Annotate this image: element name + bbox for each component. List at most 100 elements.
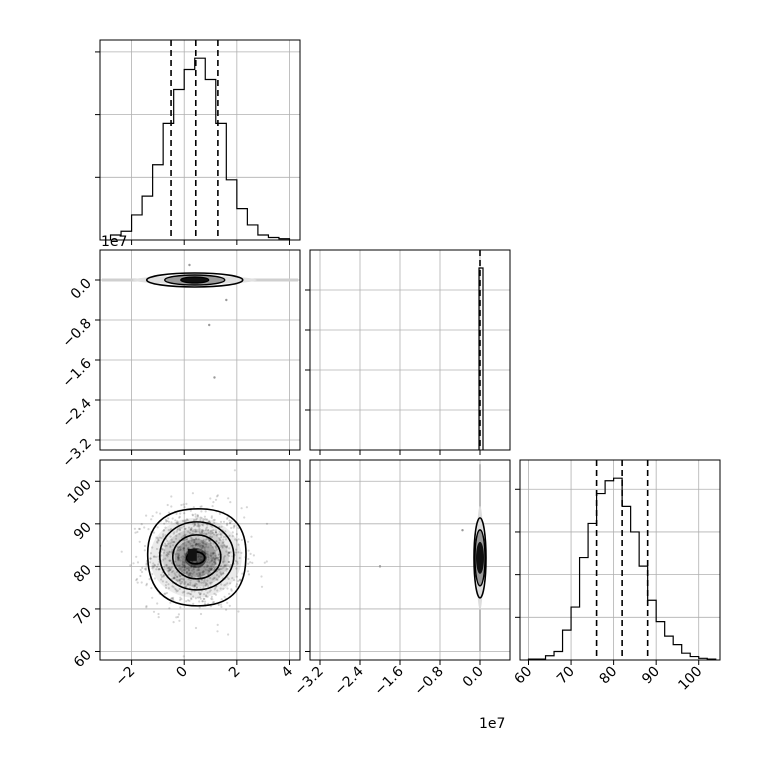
- density-peak: [187, 548, 197, 561]
- sample-point: [228, 551, 231, 554]
- sample-point: [179, 548, 182, 551]
- sample-point: [265, 560, 268, 563]
- sample-point: [204, 543, 207, 546]
- sample-point: [170, 505, 173, 508]
- sample-point: [232, 526, 235, 529]
- sample-point: [233, 469, 236, 472]
- contour: [145, 272, 244, 288]
- sample-point: [191, 537, 194, 540]
- sample-point: [216, 630, 219, 633]
- sample-point: [199, 597, 202, 600]
- sample-point: [196, 544, 200, 547]
- sample-point: [156, 537, 159, 540]
- sample-point: [200, 555, 203, 559]
- sample-point: [172, 577, 175, 580]
- sample-point: [235, 539, 239, 542]
- sample-point: [139, 568, 142, 572]
- sample-point: [163, 545, 166, 548]
- x-tick-label: 4: [279, 663, 297, 681]
- sample-point: [203, 579, 206, 583]
- sample-point: [198, 542, 201, 545]
- sample-point: [212, 519, 215, 522]
- sample-point: [212, 569, 215, 572]
- sample-point: [199, 565, 202, 569]
- sample-point: [183, 512, 186, 515]
- sample-point: [215, 533, 218, 536]
- sample-point: [201, 571, 204, 574]
- sample-point: [207, 556, 210, 559]
- sample-point: [198, 532, 201, 535]
- sample-point: [181, 558, 185, 561]
- sample-point: [225, 550, 228, 553]
- sample-point: [199, 545, 202, 549]
- sample-point: [190, 544, 193, 548]
- sample-point: [206, 569, 209, 572]
- sample-point: [151, 573, 154, 576]
- sample-point: [208, 561, 211, 564]
- sample-point: [223, 564, 226, 567]
- axes-frame: [99, 39, 301, 241]
- sample-point: [214, 556, 217, 560]
- sample-point: [129, 564, 132, 567]
- sample-point: [134, 531, 137, 534]
- sample-point: [211, 563, 214, 566]
- sample-point: [155, 568, 158, 571]
- sample-point: [176, 564, 179, 567]
- sample-point: [217, 558, 220, 561]
- sample-point: [199, 565, 202, 568]
- sample-point: [173, 576, 176, 579]
- sample-point: [204, 538, 207, 542]
- sample-point: [153, 564, 156, 567]
- x-tick-label: −2: [112, 664, 138, 690]
- sample-point: [151, 567, 154, 570]
- sample-point: [150, 518, 153, 521]
- x-tick-label: 0: [173, 664, 191, 682]
- sample-point: [189, 566, 192, 569]
- sample-point: [187, 530, 190, 533]
- sample-point: [179, 559, 182, 562]
- sample-point: [166, 551, 169, 554]
- sample-point: [183, 565, 186, 568]
- sample-point: [158, 568, 161, 571]
- sample-point: [153, 564, 156, 567]
- sample-point: [222, 556, 226, 559]
- histogram-step: [527, 477, 717, 660]
- sample-point: [160, 573, 163, 577]
- sample-point: [182, 561, 185, 564]
- sample-point: [223, 555, 226, 558]
- sample-point: [173, 572, 176, 575]
- sample-point: [222, 587, 225, 590]
- outlier-point: [208, 323, 211, 327]
- sample-point: [210, 544, 213, 547]
- sample-point: [195, 560, 198, 564]
- sample-point: [226, 546, 229, 549]
- sample-point: [176, 558, 180, 561]
- y-tick-label: 60: [71, 647, 95, 671]
- sample-point: [201, 564, 204, 567]
- sample-point: [222, 520, 226, 523]
- sample-point: [201, 530, 204, 533]
- sample-point: [212, 542, 215, 545]
- sample-point: [211, 601, 215, 604]
- sample-point: [183, 562, 186, 565]
- sample-point: [219, 565, 222, 568]
- sample-point: [183, 565, 186, 569]
- sample-point: [216, 578, 219, 582]
- sample-point: [206, 529, 210, 532]
- sample-point: [140, 581, 143, 584]
- sample-point: [206, 595, 209, 598]
- sample-point: [169, 559, 172, 562]
- x-tick-label: 80: [597, 664, 621, 688]
- contour: [171, 534, 222, 580]
- sample-point: [184, 554, 187, 557]
- sample-point: [166, 555, 169, 558]
- sample-point: [194, 524, 197, 527]
- x-tick-label: 60: [511, 664, 535, 688]
- sample-point: [233, 525, 236, 528]
- sample-point: [180, 570, 183, 573]
- sample-point: [198, 530, 201, 533]
- sample-point: [190, 598, 193, 601]
- sample-point: [199, 505, 202, 508]
- sample-point: [219, 532, 222, 536]
- sample-point: [235, 585, 238, 588]
